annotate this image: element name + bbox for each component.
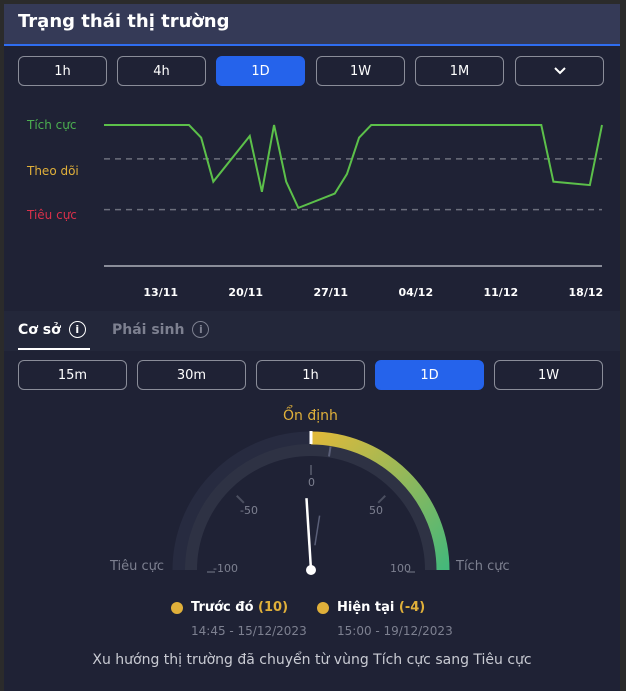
previous-marker <box>328 446 332 457</box>
gauge-tick <box>377 495 386 504</box>
header: Trạng thái thị trường <box>4 4 620 46</box>
market-tabs: Cơ sở i Phái sinh i <box>4 311 620 351</box>
timeframe-1d[interactable]: 1D <box>216 56 305 86</box>
level-positive: Tích cực <box>27 118 77 132</box>
previous-label: Trước đó <box>191 600 254 615</box>
trend-line <box>104 124 603 210</box>
x-tick-label: 18/12 <box>569 286 604 299</box>
interval-30m[interactable]: 30m <box>137 360 246 390</box>
x-tick-label: 11/12 <box>484 286 519 299</box>
chevron-down-icon <box>553 67 566 75</box>
more-timeframes-button[interactable] <box>515 56 604 86</box>
x-tick-label: 20/11 <box>228 286 263 299</box>
interval-1h[interactable]: 1h <box>256 360 365 390</box>
previous-time: 14:45 - 15/12/2023 <box>191 624 307 638</box>
x-tick-label: 13/11 <box>143 286 178 299</box>
timeframe-1h[interactable]: 1h <box>18 56 107 86</box>
legend-previous: Trước đó (10) <box>171 600 288 615</box>
gauge-zone-label: Ổn định <box>283 408 338 424</box>
current-value: (-4) <box>398 600 426 615</box>
tick-label: -50 <box>240 504 258 517</box>
interval-1d[interactable]: 1D <box>375 360 484 390</box>
current-dot-icon <box>317 601 329 614</box>
timeframe-1w[interactable]: 1W <box>316 56 405 86</box>
x-tick-label: 04/12 <box>398 286 433 299</box>
gauge-needle <box>305 498 313 571</box>
gauge-tick <box>236 495 245 504</box>
active-tab-indicator <box>18 348 90 350</box>
current-time: 15:00 - 19/12/2023 <box>337 624 453 638</box>
tick-label: 0 <box>308 476 315 489</box>
gauge-outer-track <box>172 431 450 571</box>
info-icon[interactable]: i <box>68 321 86 338</box>
gauge-inner-track <box>185 444 437 571</box>
previous-dot-icon <box>171 601 183 614</box>
previous-needle <box>314 515 321 546</box>
x-tick-label: 27/11 <box>313 286 348 299</box>
interval-15m[interactable]: 15m <box>18 360 127 390</box>
timeframe-1m[interactable]: 1M <box>415 56 504 86</box>
level-watch: Theo dõi <box>27 164 79 178</box>
previous-value: (10) <box>258 600 289 615</box>
gauge-left-label: Tiêu cực <box>110 559 165 574</box>
page-title: Trạng thái thị trường <box>18 11 230 32</box>
tab-co-so[interactable]: Cơ sở i <box>18 321 86 338</box>
tab-phai-sinh[interactable]: Phái sinh i <box>112 321 210 338</box>
timeframe-4h[interactable]: 4h <box>117 56 206 86</box>
tick-label: 50 <box>369 504 383 517</box>
gauge-right-label: Tích cực <box>456 559 510 574</box>
info-icon[interactable]: i <box>192 321 210 338</box>
market-status-panel: Trạng thái thị trường 1h 4h 1D 1W 1M Tíc… <box>4 4 620 691</box>
tick-label: -100 <box>213 562 238 575</box>
trend-message: Xu hướng thị trường đã chuyển từ vùng Tí… <box>92 652 532 668</box>
level-negative: Tiêu cực <box>27 208 77 222</box>
tab-label: Cơ sở <box>18 321 61 338</box>
needle-pivot <box>306 565 316 575</box>
legend-current: Hiện tại (-4) <box>317 600 425 615</box>
market-trend-chart: 13/11 20/11 27/11 04/12 11/12 18/12 <box>104 124 604 299</box>
tab-label: Phái sinh <box>112 321 185 338</box>
current-label: Hiện tại <box>337 600 395 615</box>
tick-label: 100 <box>390 562 411 575</box>
interval-1w[interactable]: 1W <box>494 360 603 390</box>
